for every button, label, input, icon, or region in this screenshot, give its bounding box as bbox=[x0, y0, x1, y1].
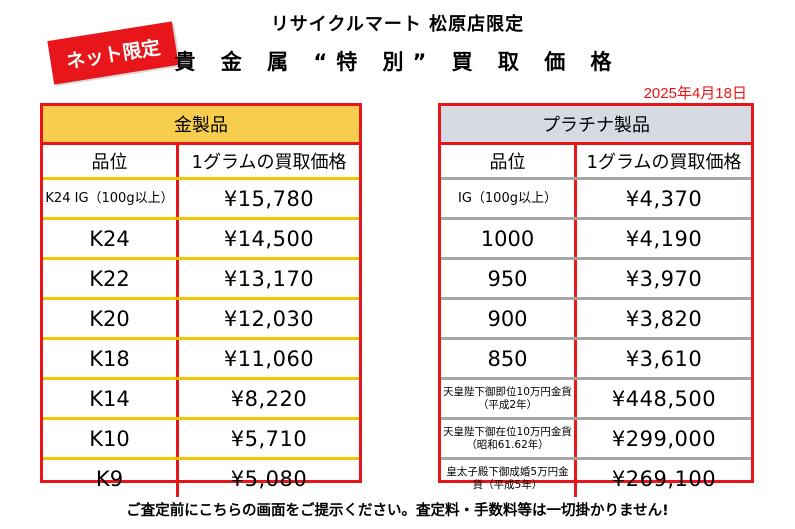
platinum-col-price: 1グラムの買取価格 bbox=[586, 152, 742, 173]
table-row: 天皇陛下御即位10万円金貨（平成2年） ¥448,500 bbox=[441, 380, 751, 420]
price-cell: ¥5,710 bbox=[230, 426, 308, 451]
table-row: K20 ¥12,030 bbox=[43, 300, 359, 340]
table-row: 900 ¥3,820 bbox=[441, 300, 751, 340]
table-row: K9 ¥5,080 bbox=[43, 460, 359, 497]
table-row: 950 ¥3,970 bbox=[441, 260, 751, 300]
page-title: 貴 金 属 “特 別” 買 取 価 格 bbox=[174, 50, 621, 74]
grade-cell: K18 bbox=[43, 340, 179, 377]
price-cell: ¥13,170 bbox=[223, 266, 315, 291]
store-name: リサイクルマート 松原店限定 bbox=[270, 14, 525, 35]
price-cell: ¥3,820 bbox=[625, 306, 703, 331]
price-cell: ¥8,220 bbox=[230, 386, 308, 411]
gold-price-table: 金製品 品位 1グラムの買取価格 K24 IG（100g以上） ¥15,780 … bbox=[40, 103, 362, 497]
gold-table-header: 金製品 bbox=[43, 106, 359, 145]
grade-cell: 皇太子殿下御成婚5万円金貨（平成5年） bbox=[441, 460, 577, 497]
price-cell: ¥5,080 bbox=[230, 466, 308, 491]
grade-cell: 天皇陛下御即位10万円金貨（平成2年） bbox=[441, 380, 577, 417]
footer-note: ご査定前にこちらの画面をご提示ください。査定料・手数料等は一切掛かりません! bbox=[126, 503, 669, 519]
price-cell: ¥4,370 bbox=[625, 186, 703, 211]
table-row: K18 ¥11,060 bbox=[43, 340, 359, 380]
grade-cell: K24 IG（100g以上） bbox=[43, 180, 179, 217]
table-row: 1000 ¥4,190 bbox=[441, 220, 751, 260]
gold-col-grade: 品位 bbox=[43, 145, 179, 177]
price-cell: ¥14,500 bbox=[223, 226, 315, 251]
price-cell: ¥4,190 bbox=[625, 226, 703, 251]
table-row: K22 ¥13,170 bbox=[43, 260, 359, 300]
grade-cell: K10 bbox=[43, 420, 179, 457]
table-row: K14 ¥8,220 bbox=[43, 380, 359, 420]
table-row: 皇太子殿下御成婚5万円金貨（平成5年） ¥269,100 bbox=[441, 460, 751, 497]
platinum-table-header: プラチナ製品 bbox=[441, 106, 751, 145]
grade-cell: IG（100g以上） bbox=[441, 180, 577, 217]
grade-cell: 天皇陛下御在位10万円金貨（昭和61.62年） bbox=[441, 420, 577, 457]
table-row: IG（100g以上） ¥4,370 bbox=[441, 180, 751, 220]
grade-cell: K22 bbox=[43, 260, 179, 297]
grade-cell: K24 bbox=[43, 220, 179, 257]
price-cell: ¥15,780 bbox=[223, 186, 315, 211]
grade-cell: 1000 bbox=[441, 220, 577, 257]
price-cell: ¥3,970 bbox=[625, 266, 703, 291]
gold-col-price: 1グラムの買取価格 bbox=[191, 152, 347, 173]
grade-cell: K14 bbox=[43, 380, 179, 417]
grade-cell: 850 bbox=[441, 340, 577, 377]
platinum-price-table: プラチナ製品 品位 1グラムの買取価格 IG（100g以上） ¥4,370 10… bbox=[438, 103, 754, 497]
grade-cell: 950 bbox=[441, 260, 577, 297]
table-row: K24 IG（100g以上） ¥15,780 bbox=[43, 180, 359, 220]
gold-column-headers: 品位 1グラムの買取価格 bbox=[43, 145, 359, 180]
price-cell: ¥3,610 bbox=[625, 346, 703, 371]
price-cell: ¥269,100 bbox=[611, 466, 717, 491]
price-cell: ¥12,030 bbox=[223, 306, 315, 331]
grade-cell: K9 bbox=[43, 460, 179, 497]
table-row: K10 ¥5,710 bbox=[43, 420, 359, 460]
price-date: 2025年4月18日 bbox=[643, 85, 747, 102]
price-cell: ¥11,060 bbox=[223, 346, 315, 371]
grade-cell: 900 bbox=[441, 300, 577, 337]
platinum-column-headers: 品位 1グラムの買取価格 bbox=[441, 145, 751, 180]
table-row: 850 ¥3,610 bbox=[441, 340, 751, 380]
table-row: 天皇陛下御在位10万円金貨（昭和61.62年） ¥299,000 bbox=[441, 420, 751, 460]
price-cell: ¥299,000 bbox=[611, 426, 717, 451]
table-row: K24 ¥14,500 bbox=[43, 220, 359, 260]
grade-cell: K20 bbox=[43, 300, 179, 337]
platinum-col-grade: 品位 bbox=[441, 145, 577, 177]
price-cell: ¥448,500 bbox=[611, 386, 717, 411]
